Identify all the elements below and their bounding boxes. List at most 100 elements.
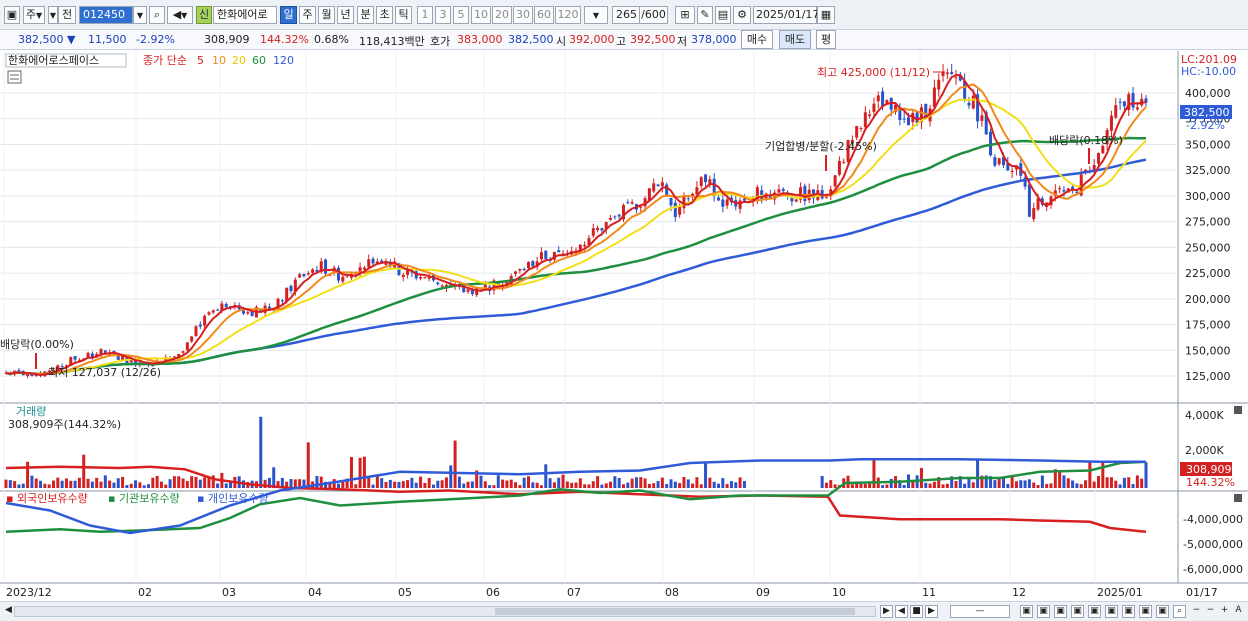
indicator-icon[interactable]: ⊞ bbox=[675, 6, 695, 24]
tool-icon[interactable]: ▣ bbox=[1071, 605, 1084, 618]
candle-body bbox=[846, 140, 850, 162]
volume-bar bbox=[375, 475, 379, 488]
scroll-next-icon[interactable]: ▶ bbox=[925, 605, 938, 618]
volume-bar bbox=[362, 456, 366, 488]
zoom-out-icon[interactable]: − bbox=[1192, 605, 1201, 615]
candle-body bbox=[116, 353, 120, 360]
interval-3-button[interactable]: 3 bbox=[435, 6, 451, 24]
ma10-legend: 10 bbox=[212, 54, 226, 67]
candle-body bbox=[609, 217, 613, 220]
scrollbar-thumb[interactable] bbox=[495, 608, 855, 615]
sound-icon[interactable]: ◀▼ bbox=[167, 6, 193, 24]
volume-bar bbox=[1084, 480, 1088, 488]
minus-icon[interactable]: − bbox=[1206, 605, 1215, 615]
scroll-left-icon[interactable]: ◀ bbox=[5, 605, 12, 615]
period-second-button[interactable]: 초 bbox=[376, 6, 393, 24]
sell-button[interactable]: 매도 bbox=[779, 30, 811, 49]
chart-area[interactable]: 한화에어로스페이스 종가 단순 5 10 20 60 120 LC:201.09… bbox=[0, 51, 1248, 601]
merger-annotation: 기업합병/분할(-2.45%) bbox=[765, 140, 877, 153]
candle-body bbox=[470, 289, 474, 294]
tool-icon[interactable]: ▣ bbox=[1139, 605, 1152, 618]
volume-bar bbox=[911, 479, 915, 488]
chart-menu-icon[interactable]: ▣ bbox=[4, 6, 20, 24]
panel-table-icon[interactable] bbox=[7, 70, 22, 84]
status-bar: ◀ ▶ ◀ ■ ▶ — ▣ ▣ ▣ ▣ ▣ ▣ ▣ ▣ ▣ ⌕ − − + A bbox=[0, 601, 1248, 621]
interval-120-button[interactable]: 120 bbox=[555, 6, 581, 24]
price-panel bbox=[4, 63, 1148, 379]
volume-bar bbox=[388, 479, 392, 488]
calendar-icon[interactable]: ▦ bbox=[817, 6, 835, 24]
period-day-button[interactable]: 일 bbox=[280, 6, 297, 24]
tool-icon[interactable]: ▣ bbox=[1020, 605, 1033, 618]
volume-bar bbox=[108, 480, 112, 488]
interval-60-button[interactable]: 60 bbox=[534, 6, 554, 24]
stock-name-field[interactable]: 한화에어로 bbox=[213, 6, 277, 24]
candle-body bbox=[367, 259, 371, 268]
x-axis-label: 12 bbox=[1012, 586, 1026, 599]
market-type-select[interactable]: 주▼ bbox=[23, 6, 45, 24]
holdings-panel-close-icon[interactable] bbox=[1234, 494, 1242, 502]
interval-1-button[interactable]: 1 bbox=[417, 6, 433, 24]
stock-title: 한화에어로스페이스 bbox=[8, 54, 99, 67]
volume-bar bbox=[1040, 475, 1044, 488]
stock-code-input[interactable]: 012450 bbox=[79, 6, 133, 24]
zoom-in-icon[interactable]: ⌕ bbox=[1173, 605, 1186, 618]
tool-icon[interactable]: ▣ bbox=[1054, 605, 1067, 618]
period-week-button[interactable]: 주 bbox=[299, 6, 316, 24]
tool-icon[interactable]: ▣ bbox=[1105, 605, 1118, 618]
display-count-input[interactable]: 265 bbox=[612, 6, 640, 24]
candle-body bbox=[932, 87, 936, 107]
prev-button[interactable]: 전 bbox=[58, 6, 76, 24]
buy-button[interactable]: 매수 bbox=[741, 30, 773, 49]
interval-30-button[interactable]: 30 bbox=[513, 6, 533, 24]
tool-icon[interactable]: ▣ bbox=[1122, 605, 1135, 618]
tool-icon[interactable]: ▣ bbox=[1156, 605, 1169, 618]
tool-icon[interactable]: ▣ bbox=[1088, 605, 1101, 618]
scroll-right-icon[interactable]: ▶ bbox=[880, 605, 893, 618]
volume-bar bbox=[1105, 477, 1109, 488]
volume-bar bbox=[185, 481, 189, 488]
font-size-icon[interactable]: A bbox=[1235, 605, 1242, 615]
holdings-ytick: -5,000,000 bbox=[1183, 538, 1243, 551]
volume-bar bbox=[82, 454, 86, 488]
volume-bar bbox=[401, 481, 405, 488]
interval-20-button[interactable]: 20 bbox=[492, 6, 512, 24]
candle-body bbox=[220, 303, 224, 311]
period-month-button[interactable]: 월 bbox=[318, 6, 335, 24]
volume-bar bbox=[989, 476, 993, 488]
candle-body bbox=[527, 261, 530, 268]
volume-bar bbox=[518, 485, 522, 488]
candle-body bbox=[678, 205, 682, 215]
interval-10-button[interactable]: 10 bbox=[471, 6, 491, 24]
gear-icon[interactable]: ⚙ bbox=[733, 6, 751, 24]
code-dropdown-icon[interactable]: ▼ bbox=[133, 6, 147, 24]
period-tick-button[interactable]: 틱 bbox=[395, 6, 412, 24]
volume-bar bbox=[591, 481, 595, 488]
tool-icon[interactable]: ▣ bbox=[1037, 605, 1050, 618]
horizontal-scrollbar[interactable] bbox=[14, 606, 876, 617]
candle-body bbox=[950, 72, 954, 74]
plus-icon[interactable]: + bbox=[1220, 605, 1229, 615]
volume-bar bbox=[596, 476, 600, 488]
zoom-slider[interactable]: — bbox=[950, 605, 1010, 618]
interval-custom-select[interactable]: ▼ bbox=[584, 6, 608, 24]
candle-body bbox=[583, 244, 587, 247]
candle-body bbox=[829, 189, 833, 197]
period-year-button[interactable]: 년 bbox=[337, 6, 354, 24]
average-button[interactable]: 평 bbox=[816, 30, 836, 49]
scroll-prev-icon[interactable]: ◀ bbox=[895, 605, 908, 618]
search-icon[interactable]: ⌕ bbox=[149, 6, 165, 24]
candle-body bbox=[600, 228, 604, 231]
drawing-tool-icon[interactable]: ✎ bbox=[697, 6, 713, 24]
ask-price: 382,500 bbox=[508, 33, 554, 46]
save-icon[interactable]: ▤ bbox=[715, 6, 731, 24]
date-input[interactable]: 2025/01/17 bbox=[753, 6, 819, 24]
stop-icon[interactable]: ■ bbox=[910, 605, 923, 618]
interval-5-button[interactable]: 5 bbox=[453, 6, 469, 24]
period-minute-button[interactable]: 분 bbox=[357, 6, 374, 24]
candle-body bbox=[954, 77, 958, 79]
x-axis-label: 2025/01 bbox=[1097, 586, 1143, 599]
candle-body bbox=[885, 100, 889, 105]
dropdown-icon[interactable]: ▼ bbox=[48, 6, 58, 24]
volume-panel-close-icon[interactable] bbox=[1234, 406, 1242, 414]
